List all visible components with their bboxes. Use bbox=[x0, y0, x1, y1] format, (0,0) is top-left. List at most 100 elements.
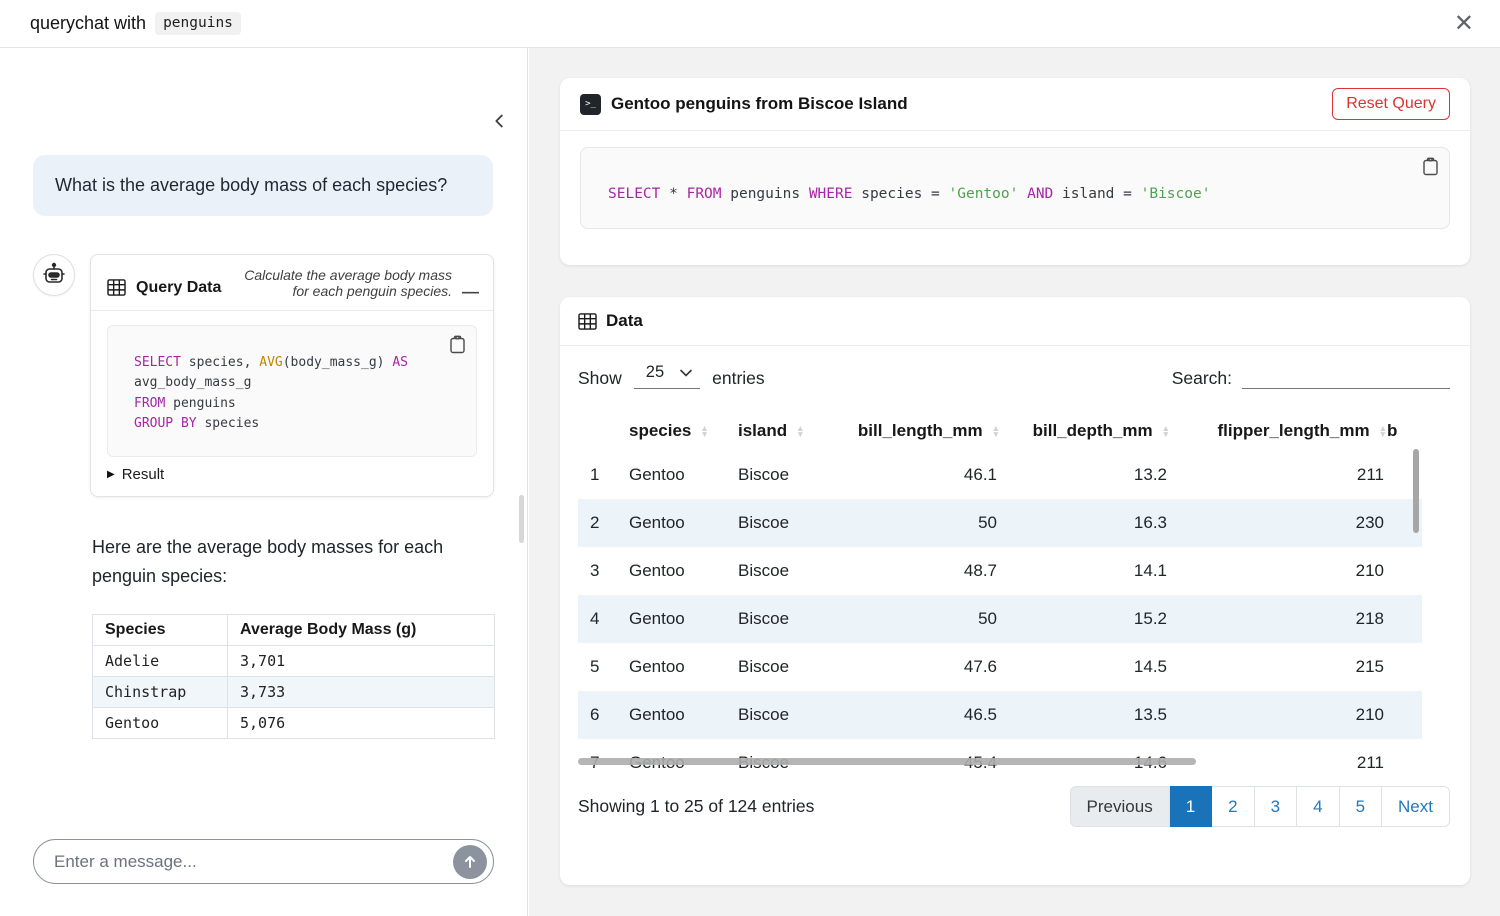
table-cell: 47.6 bbox=[963, 657, 997, 676]
table-cell bbox=[1387, 691, 1422, 739]
search-input[interactable] bbox=[1242, 363, 1450, 389]
table-cell: 2 bbox=[590, 513, 600, 532]
collapse-tool-icon[interactable]: — bbox=[462, 281, 479, 301]
page-length-select[interactable]: 25 bbox=[633, 363, 701, 389]
table-cell: 211 bbox=[1356, 753, 1384, 768]
table-row[interactable]: 6 Gentoo Biscoe 46.5 13.5 210 bbox=[578, 691, 1422, 739]
species-summary-table: Species Average Body Mass (g) Adelie 3,70… bbox=[92, 614, 495, 740]
table-cell: 48.7 bbox=[963, 561, 997, 580]
table-cell: 1 bbox=[590, 465, 600, 484]
data-card-title: Data bbox=[606, 311, 643, 330]
table-cell: Biscoe bbox=[738, 705, 790, 724]
table-row[interactable]: 5 Gentoo Biscoe 47.6 14.5 215 bbox=[578, 643, 1422, 691]
divider bbox=[91, 309, 493, 311]
chat-input-container bbox=[33, 839, 494, 884]
table-cell bbox=[1387, 595, 1422, 643]
table-cell bbox=[1387, 643, 1422, 691]
table-cell: 50 bbox=[978, 513, 997, 532]
table-row[interactable]: 4 Gentoo Biscoe 50 15.2 218 bbox=[578, 595, 1422, 643]
copy-icon[interactable] bbox=[449, 335, 466, 354]
tool-call-card: Query Data Calculate the average body ma… bbox=[90, 253, 494, 498]
chat-message-input[interactable] bbox=[54, 851, 453, 872]
table-cell: Adelie bbox=[92, 645, 228, 678]
terminal-icon: >_ bbox=[580, 93, 601, 115]
pagination: Previous 1 2 3 4 5 Next bbox=[1069, 786, 1450, 827]
reset-query-button[interactable]: Reset Query bbox=[1332, 88, 1450, 120]
table-cell: 210 bbox=[1355, 561, 1384, 580]
page-button-5[interactable]: 5 bbox=[1339, 786, 1383, 827]
chevron-down-icon bbox=[680, 369, 692, 377]
table-cell: Biscoe bbox=[738, 513, 790, 532]
vertical-scrollbar[interactable] bbox=[1413, 449, 1419, 533]
table-cell: 218 bbox=[1355, 609, 1384, 628]
table-status-text: Showing 1 to 25 of 124 entries bbox=[578, 796, 815, 816]
result-label: Result bbox=[121, 466, 165, 484]
column-header-b: b bbox=[1387, 421, 1398, 440]
bot-avatar bbox=[33, 253, 75, 296]
tool-sql-text: SELECT species, AVG(body_mass_g) AS avg_b… bbox=[134, 354, 408, 432]
data-table-viewport: species ▲ ▼ island ▲ ▼ bill_length_mm ▲ ▼ bill_de… bbox=[578, 411, 1422, 768]
table-cell: 46.5 bbox=[963, 705, 997, 724]
table-cell: 210 bbox=[1355, 705, 1384, 724]
app-title-dataset-chip: penguins bbox=[155, 12, 241, 35]
table-row[interactable]: 2 Gentoo Biscoe 50 16.3 230 bbox=[578, 499, 1422, 547]
query-card-title: Gentoo penguins from Biscoe Island bbox=[611, 94, 908, 113]
table-row[interactable]: 3 Gentoo Biscoe 48.7 14.1 210 bbox=[578, 547, 1422, 595]
table-cell: Gentoo bbox=[629, 609, 685, 628]
horizontal-scrollbar[interactable] bbox=[578, 758, 1196, 765]
user-message-bubble: What is the average body mass of each sp… bbox=[33, 155, 493, 216]
table-cell: 211 bbox=[1356, 465, 1384, 484]
table-cell: 230 bbox=[1355, 513, 1384, 532]
table-icon bbox=[578, 312, 597, 330]
table-cell: 50 bbox=[978, 609, 997, 628]
column-header-index bbox=[578, 411, 614, 451]
table-cell bbox=[1387, 739, 1422, 768]
table-cell: Gentoo bbox=[629, 657, 685, 676]
tool-title: Query Data bbox=[136, 278, 222, 296]
column-header: Average Body Mass (g) bbox=[227, 614, 495, 647]
sort-icon: ▲ ▼ bbox=[796, 422, 805, 439]
column-header-bill_depth_mm[interactable]: bill_depth_mm ▲ ▼ bbox=[1032, 421, 1170, 440]
table-cell: Biscoe bbox=[738, 657, 790, 676]
column-header-island[interactable]: island ▲ ▼ bbox=[738, 421, 805, 440]
page-button-2[interactable]: 2 bbox=[1212, 786, 1255, 827]
table-icon bbox=[107, 279, 126, 297]
close-icon[interactable]: ✕ bbox=[1453, 9, 1474, 37]
column-header-species[interactable]: species ▲ ▼ bbox=[629, 421, 709, 440]
table-cell: Gentoo bbox=[92, 707, 228, 740]
table-cell: 215 bbox=[1355, 657, 1384, 676]
table-row: Adelie 3,701 bbox=[92, 645, 495, 678]
column-header: Species bbox=[92, 614, 228, 647]
table-cell: Gentoo bbox=[629, 513, 685, 532]
table-cell: Biscoe bbox=[738, 561, 790, 580]
page-button-next[interactable]: Next bbox=[1382, 786, 1450, 827]
result-expander[interactable]: ▶ Result bbox=[107, 466, 477, 483]
table-row[interactable]: 1 Gentoo Biscoe 46.1 13.2 211 bbox=[578, 451, 1422, 499]
page-button-4[interactable]: 4 bbox=[1297, 786, 1340, 827]
column-header-flipper_length_mm[interactable]: flipper_length_mm ▲ ▼ bbox=[1217, 421, 1387, 440]
page-button-previous: Previous bbox=[1069, 786, 1170, 827]
table-cell: Chinstrap bbox=[92, 676, 228, 709]
search-label: Search: bbox=[1171, 368, 1232, 388]
table-row: Chinstrap 3,733 bbox=[92, 676, 495, 709]
copy-icon[interactable] bbox=[1422, 157, 1439, 176]
page-length-control: Show 25 entries bbox=[578, 363, 765, 389]
tool-sql-code-block: SELECT species, AVG(body_mass_g) AS avg_b… bbox=[107, 324, 477, 458]
page-button-1[interactable]: 1 bbox=[1169, 786, 1213, 827]
page-button-3[interactable]: 3 bbox=[1254, 786, 1298, 827]
app-title-text: querychat with bbox=[30, 13, 147, 33]
send-button[interactable] bbox=[453, 844, 487, 879]
page-length-value: 25 bbox=[645, 363, 665, 381]
tool-subtitle: Calculate the average body mass for each… bbox=[244, 266, 452, 299]
table-cell: Gentoo bbox=[629, 705, 685, 724]
column-header-bill_length_mm[interactable]: bill_length_mm ▲ ▼ bbox=[857, 421, 1000, 440]
search-control: Search: bbox=[1172, 363, 1450, 389]
app-title: querychat with penguins bbox=[30, 12, 241, 35]
table-cell: Gentoo bbox=[629, 561, 685, 580]
collapse-sidebar-icon[interactable] bbox=[489, 110, 511, 132]
data-table-card: Data Show 25 entries Search: bbox=[560, 297, 1470, 885]
table-cell: 4 bbox=[590, 609, 600, 628]
chat-scrollbar[interactable] bbox=[519, 495, 524, 543]
table-cell: Biscoe bbox=[738, 609, 790, 628]
chat-sidebar: What is the average body mass of each sp… bbox=[0, 48, 528, 916]
